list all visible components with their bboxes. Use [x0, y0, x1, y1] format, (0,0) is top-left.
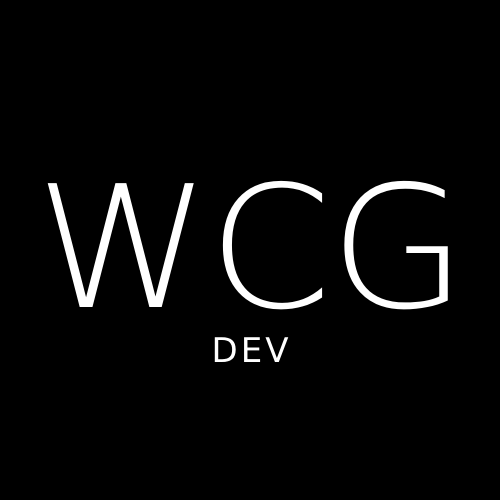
logo-subtitle: DEV [211, 331, 292, 371]
logo-wordmark: WCG [35, 150, 466, 348]
